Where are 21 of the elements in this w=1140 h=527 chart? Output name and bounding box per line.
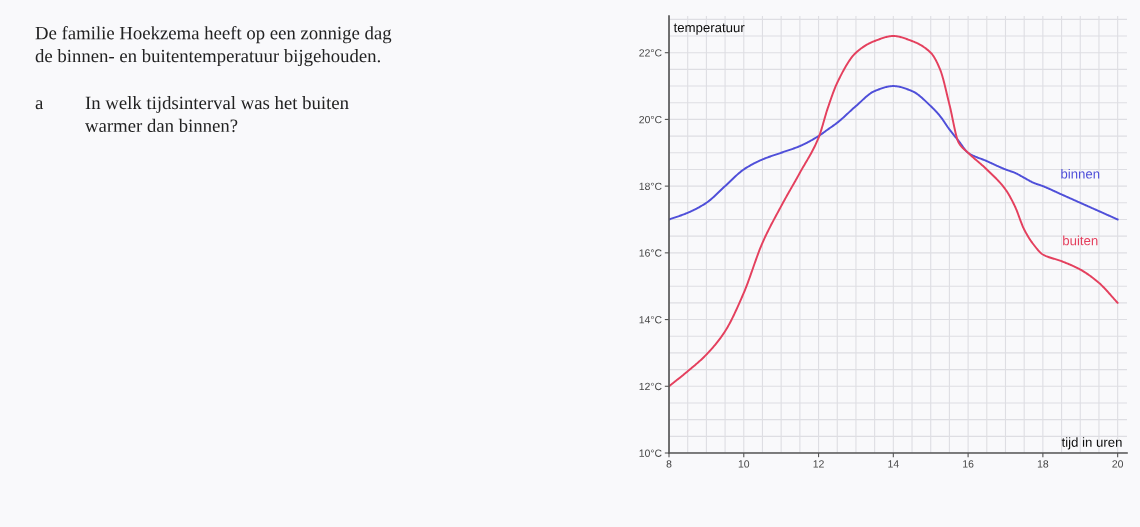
series-label: buiten	[1063, 235, 1098, 246]
x-tick-label: 12	[813, 460, 824, 468]
y-tick-label: 16°C	[639, 249, 662, 257]
text: In welk tijdsinterval was het buiten warmer dan binnen?	[85, 96, 349, 133]
y-tick-label: 12°C	[639, 382, 662, 391]
x-tick-label: 20	[1112, 460, 1124, 468]
y-tick-label: 18°C	[639, 182, 662, 191]
x-axis-title: tijd in uren	[1061, 437, 1122, 450]
y-axis-title: temperatuur	[673, 23, 745, 35]
y-tick-label: 22°C	[639, 49, 662, 57]
y-tick-label: 14°C	[639, 316, 662, 324]
text: a	[35, 100, 44, 110]
series-label: binnen	[1061, 168, 1100, 179]
y-tick-label: 10°C	[639, 449, 662, 457]
x-tick-label: 8	[666, 460, 672, 468]
x-tick-label: 16	[963, 460, 974, 468]
x-tick-label: 10	[738, 460, 750, 468]
x-tick-label: 18	[1037, 460, 1049, 468]
y-tick-label: 20°C	[639, 115, 662, 124]
text: De familie Hoekzema heeft op een zonnige dag de binnen- en buitentemperatuur bijgehouden.	[35, 26, 392, 67]
x-tick-label: 14	[888, 460, 899, 468]
